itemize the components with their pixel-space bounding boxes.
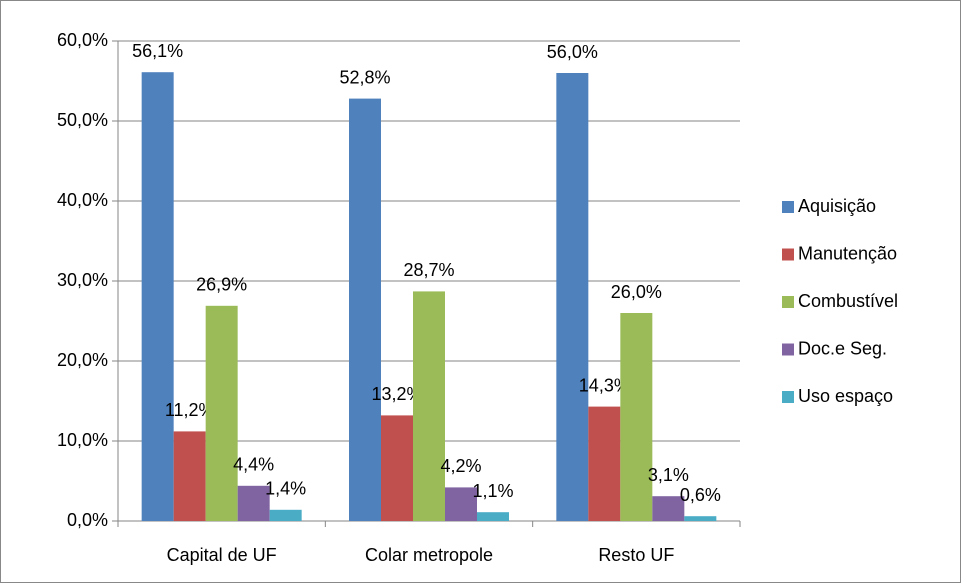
data-label: 1,4% [265, 479, 306, 499]
bar [652, 496, 685, 521]
bar [620, 313, 653, 521]
data-label: 1,1% [472, 481, 513, 501]
data-label: 13,2% [371, 384, 422, 404]
bar [684, 516, 717, 521]
legend-swatch [782, 248, 794, 261]
legend-label: Aquisição [798, 196, 876, 216]
bar [556, 73, 589, 521]
y-tick-label: 20,0% [57, 350, 108, 370]
bar [445, 487, 477, 521]
y-tick-label: 50,0% [57, 110, 108, 130]
data-label: 26,9% [196, 275, 247, 295]
data-label: 56,0% [547, 42, 598, 62]
y-tick-label: 10,0% [57, 430, 108, 450]
bar [237, 485, 270, 521]
bar [205, 305, 238, 521]
data-label: 26,0% [611, 282, 662, 302]
data-label: 4,4% [233, 455, 274, 475]
x-tick-label: Capital de UF [167, 545, 277, 565]
bar [269, 509, 302, 521]
bar [477, 512, 509, 521]
data-label: 3,1% [648, 465, 689, 485]
data-label: 52,8% [339, 67, 390, 87]
y-tick-label: 60,0% [57, 30, 108, 50]
y-tick-label: 40,0% [57, 190, 108, 210]
legend-swatch [782, 343, 794, 356]
bar [588, 406, 621, 521]
bar [381, 415, 413, 521]
legend-label: Combustível [798, 291, 898, 311]
legend-label: Manutenção [798, 243, 897, 263]
legend-swatch [782, 201, 794, 213]
x-tick-label: Colar metropole [365, 545, 493, 565]
bar [413, 291, 445, 521]
legend-label: Uso espaço [798, 386, 893, 406]
data-label: 56,1% [132, 41, 183, 61]
legend-swatch [782, 391, 794, 403]
bar [349, 98, 381, 521]
x-tick-label: Resto UF [598, 545, 674, 565]
legend-swatch [782, 296, 794, 308]
data-label: 0,6% [680, 485, 721, 505]
bar [173, 431, 206, 521]
bar [141, 72, 174, 521]
y-tick-label: 0,0% [67, 510, 108, 530]
data-label: 14,3% [579, 375, 630, 395]
data-label: 28,7% [403, 260, 454, 280]
legend-label: Doc.e Seg. [798, 338, 887, 358]
data-label: 4,2% [440, 456, 481, 476]
data-label: 11,2% [165, 400, 215, 420]
y-tick-label: 30,0% [57, 270, 108, 290]
